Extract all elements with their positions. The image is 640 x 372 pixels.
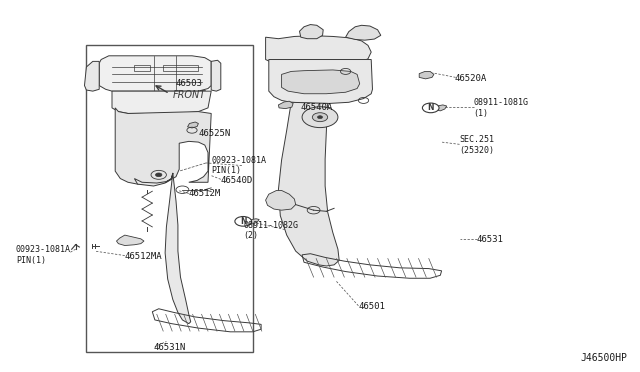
Polygon shape (84, 61, 99, 91)
Polygon shape (282, 70, 360, 94)
Circle shape (235, 217, 252, 226)
Text: 46520A: 46520A (454, 74, 486, 83)
Polygon shape (278, 102, 339, 266)
Polygon shape (269, 60, 372, 103)
Text: 46512MA: 46512MA (125, 252, 163, 261)
Circle shape (422, 103, 439, 113)
Polygon shape (99, 56, 211, 91)
Text: 46540D: 46540D (221, 176, 253, 185)
Text: 46525N: 46525N (198, 129, 230, 138)
Text: 00923-1081A
PIN(1): 00923-1081A PIN(1) (16, 245, 71, 264)
Text: 00923-1081A
PIN(1): 00923-1081A PIN(1) (211, 156, 266, 175)
Polygon shape (116, 235, 144, 246)
Text: N: N (428, 103, 434, 112)
Polygon shape (300, 25, 323, 39)
Text: J46500HP: J46500HP (580, 353, 627, 363)
Circle shape (302, 107, 338, 128)
Polygon shape (346, 25, 381, 40)
Text: 08911-1082G
(2): 08911-1082G (2) (243, 221, 298, 240)
Text: 46501: 46501 (358, 302, 385, 311)
Text: SEC.251
(25320): SEC.251 (25320) (460, 135, 495, 155)
Polygon shape (435, 105, 447, 111)
Text: 46531N: 46531N (154, 343, 186, 352)
Bar (86, 45, 253, 352)
Text: 08911-1081G
(1): 08911-1081G (1) (474, 98, 529, 118)
Polygon shape (266, 190, 296, 210)
Circle shape (312, 113, 328, 122)
Text: 46531: 46531 (477, 235, 504, 244)
Circle shape (156, 173, 162, 177)
Text: 46540A: 46540A (301, 103, 333, 112)
Text: 46512M: 46512M (189, 189, 221, 198)
Polygon shape (419, 71, 434, 79)
Circle shape (317, 116, 323, 119)
Polygon shape (115, 108, 211, 184)
Polygon shape (278, 101, 293, 109)
Polygon shape (266, 36, 371, 67)
Polygon shape (188, 122, 198, 128)
Polygon shape (211, 60, 221, 91)
Polygon shape (134, 173, 191, 324)
Text: FRONT: FRONT (173, 90, 206, 100)
Text: 46503: 46503 (176, 79, 203, 88)
Polygon shape (112, 91, 211, 113)
Text: N: N (240, 217, 246, 226)
Polygon shape (248, 219, 259, 224)
